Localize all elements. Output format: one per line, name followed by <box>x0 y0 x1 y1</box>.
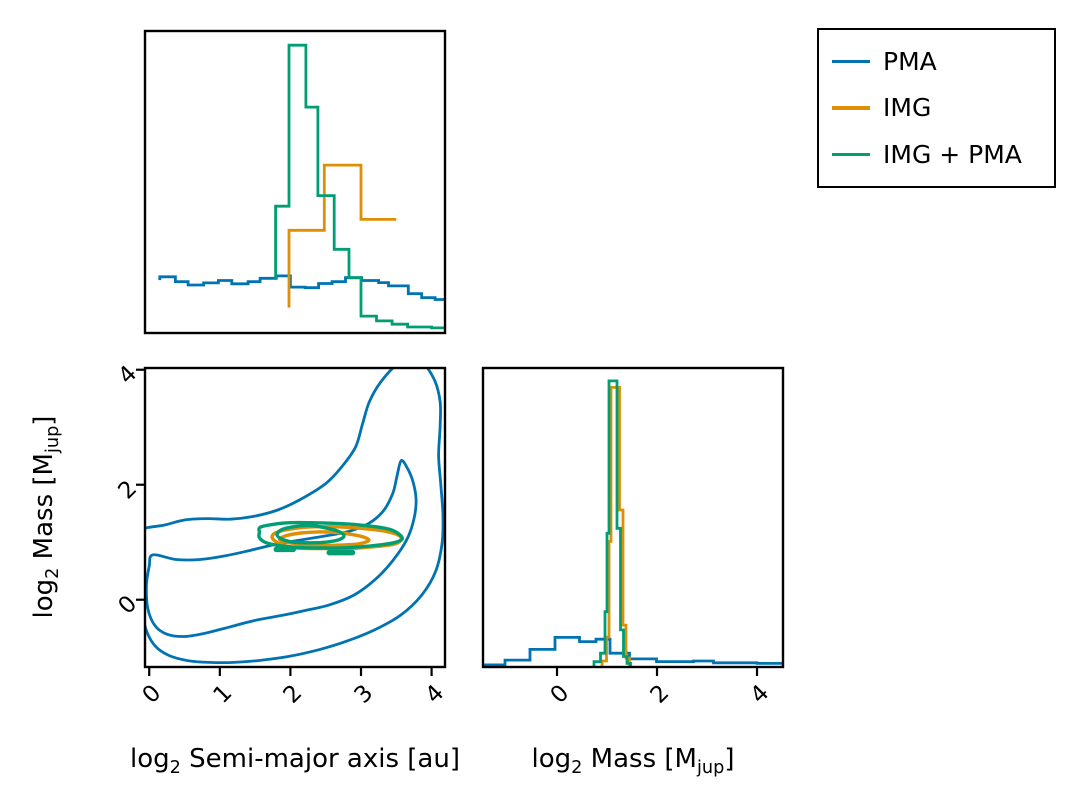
series-img-pma-contour-0 <box>257 520 404 550</box>
legend-line-img-pma <box>832 152 870 157</box>
series-img-pma-histogram <box>592 379 632 667</box>
x-axis-label-text: ] <box>724 744 735 774</box>
panel-frame-joint <box>143 366 447 669</box>
subscript-2: 2 <box>169 758 181 779</box>
legend-entry-img: IMG <box>819 95 1054 120</box>
legend-line-img <box>832 106 870 110</box>
series-img-pma-histogram <box>274 43 445 330</box>
series-img-histogram <box>287 163 397 308</box>
y-axis-label-text: ] <box>28 415 59 426</box>
x-axis-label-semi-major-axis: log2 Semi-major axis [au] <box>95 744 495 778</box>
series-img-pma-contour-1 <box>275 523 346 545</box>
series-pma-histogram <box>483 636 783 667</box>
panel-frame-right-marginal <box>481 366 785 669</box>
legend: PMA IMG IMG + PMA <box>817 28 1056 188</box>
panel-joint <box>145 368 445 665</box>
legend-entry-img-pma: IMG + PMA <box>819 142 1054 167</box>
y-axis-label-text: log <box>28 578 59 619</box>
series-pma-contour-0 <box>145 368 445 665</box>
subscript-2: 2 <box>571 758 583 779</box>
legend-entry-pma: PMA <box>819 49 1054 74</box>
legend-line-pma <box>832 59 870 64</box>
x-axis-label-mass: log2 Mass [Mjup] <box>433 744 833 778</box>
subscript-jup: jup <box>43 425 64 454</box>
legend-label-pma: PMA <box>883 46 937 76</box>
series-img-histogram <box>600 386 631 667</box>
x-axis-label-text: Mass [M <box>582 744 697 774</box>
x-axis-label-text: log <box>130 744 170 774</box>
panel-right-marginal <box>483 379 783 667</box>
x-axis-label-text: log <box>531 744 572 774</box>
legend-label-img: IMG <box>883 93 932 123</box>
subscript-jup: jup <box>696 758 725 779</box>
y-axis-label-text: Mass [M <box>28 453 59 568</box>
subscript-2: 2 <box>43 567 64 579</box>
y-axis-label-mass: log2 Mass [Mjup] <box>29 416 63 619</box>
panel-top-marginal <box>158 43 445 330</box>
x-axis-label-text: Semi-major axis [au] <box>180 744 460 774</box>
series-pma-histogram <box>158 274 445 301</box>
panel-frame-top-marginal <box>143 29 447 335</box>
legend-label-img-pma: IMG + PMA <box>883 140 1022 170</box>
